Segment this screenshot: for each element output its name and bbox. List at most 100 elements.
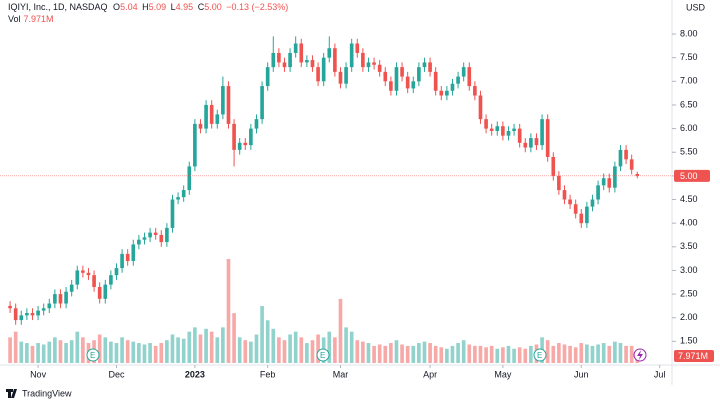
vol-value: 7.971M [24,14,54,24]
y-tick-label: 4.50 [680,194,698,204]
candle-body [305,60,309,63]
candle-body [170,199,175,228]
earnings-marker[interactable] [316,348,330,362]
candle-body [484,119,488,129]
candle-body [47,303,52,309]
candle-body [461,67,466,77]
volume-bar [69,340,74,363]
ohlc-key: L [171,2,176,12]
candle-body [624,149,628,160]
x-tick-label: Jul [654,369,666,379]
candle-body [333,48,337,72]
volume-bar [495,348,500,363]
candle-body [53,294,57,304]
volume-bar [153,345,158,363]
volume-bar [590,345,595,363]
candle-body [327,48,332,58]
y-tick-label: 7.00 [680,76,698,86]
earnings-marker[interactable] [533,348,547,362]
volume-bar [624,345,628,363]
candle-body [422,62,427,68]
candle-body [321,57,326,82]
volume-bar [125,340,130,363]
candle-body [361,52,365,68]
candle-body [131,244,136,261]
plot [8,36,640,363]
brand-name: TradingView [22,388,72,398]
y-tick-label: 6.50 [680,99,698,109]
volume-bar [545,340,550,363]
volume-bar [265,320,270,363]
volume-bar [400,344,404,363]
earnings-marker[interactable] [86,348,100,362]
volume-bar [389,343,393,363]
volume-bar [198,334,203,363]
candle-body [25,312,29,316]
candle-body [148,232,152,238]
volume-bar [349,331,354,363]
volume-bar [221,327,225,363]
candle-body [417,67,421,82]
candle-body [439,90,444,96]
candle-body [450,83,455,91]
volume-bar [187,331,192,363]
candle-body [114,268,119,276]
volume-bar [30,345,35,363]
candle-body [562,190,567,200]
candle-body [271,52,276,68]
volume-bar [473,345,477,363]
volume-bar [142,344,147,363]
volume-bar [114,343,119,363]
y-tick-label: 3.50 [680,241,698,251]
volume-bar [506,345,511,363]
volume-bar [405,345,410,363]
candle-body [176,197,180,200]
volume-bar [484,347,488,363]
x-tick-label: 2023 [185,369,205,379]
candle-body [517,128,522,143]
candle-body [506,130,511,136]
volume-bar [411,345,416,363]
volume-bar [64,343,68,363]
candle-body [579,213,584,224]
candle-body [557,175,561,191]
volume-bar [585,344,589,363]
volume-bar [19,341,24,363]
volume-bar [355,340,360,363]
last-volume-label: 7.971M [678,351,708,361]
x-tick-label: Jun [574,369,589,379]
volume-bar [53,337,57,363]
ohlc-value: 5.00 [204,2,222,12]
volume-bar [249,341,253,363]
volume-bar [232,313,236,363]
volume-bar [517,347,522,363]
candle-body [142,237,147,240]
volume-bar [394,340,399,363]
y-tick-label: 3.00 [680,265,698,275]
volume-bar [557,343,561,363]
volume-bar [579,343,584,363]
candle-body [529,138,533,148]
volume-bar [613,341,617,363]
candle-body [41,308,46,311]
volume-bar [193,327,197,363]
volume-bar [573,347,578,363]
volume-bar [344,327,348,363]
volume-bar [226,258,231,363]
y-tick-label: 5.50 [680,147,698,157]
candle-body [58,294,63,304]
candle-body [125,253,130,261]
x-tick-label: Feb [260,369,276,379]
y-tick-label: 2.00 [680,312,698,322]
volume-bar [41,344,46,363]
volume-bar [361,341,365,363]
y-tick-label: 2.50 [680,288,698,298]
volume-bar [299,337,304,363]
candle-body [30,312,35,316]
volume-bar [131,341,136,363]
volume-bar [215,337,220,363]
candle-body [13,308,18,321]
volume-bar [58,340,63,363]
volume-bar [13,331,18,363]
candle-body [181,190,186,198]
